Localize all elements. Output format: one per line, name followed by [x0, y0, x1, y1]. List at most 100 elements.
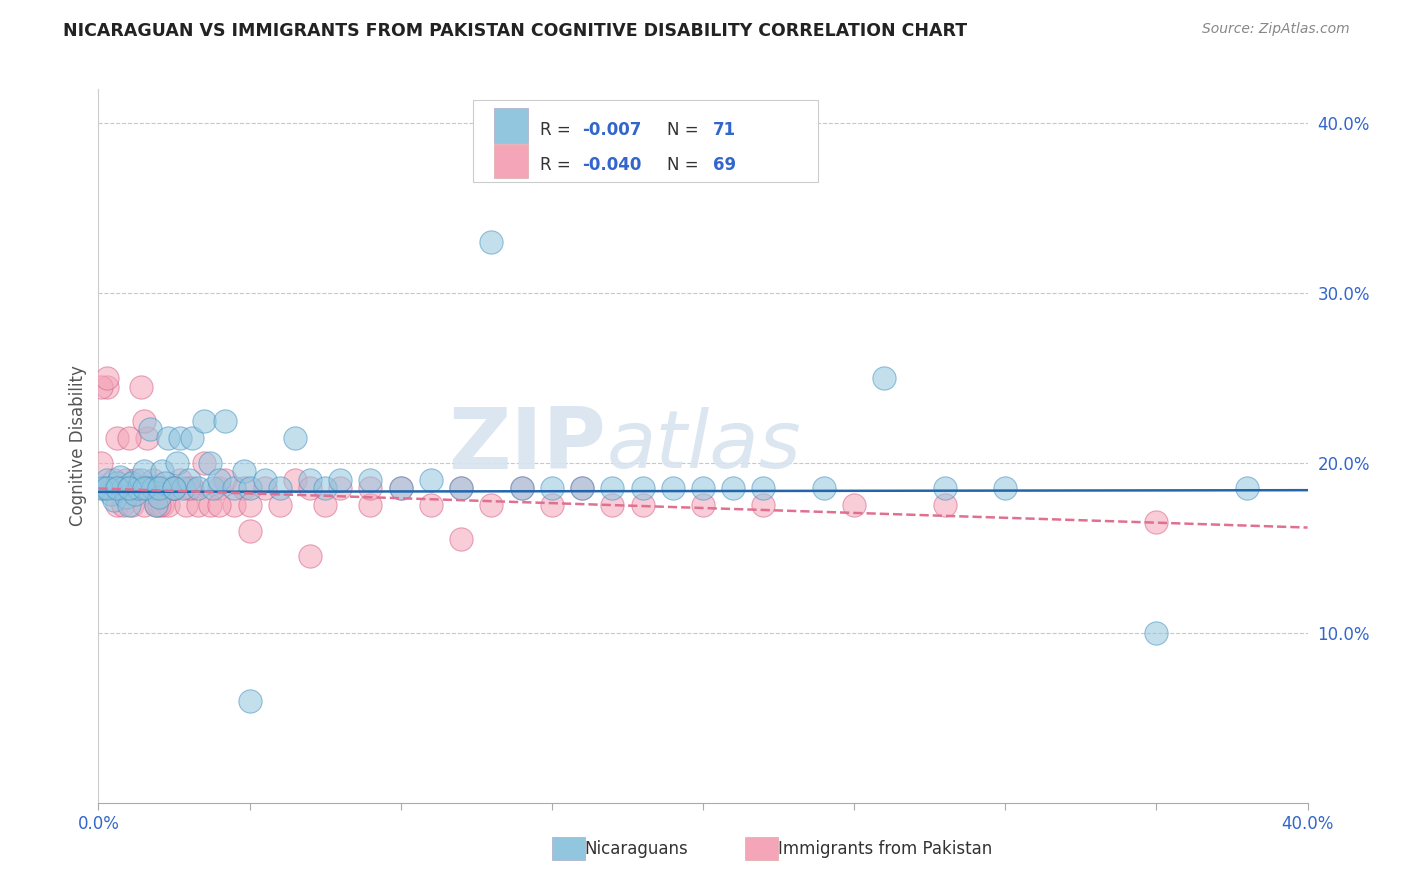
Point [108, 482, 131, 496]
Point [96, 473, 118, 487]
Point [723, 482, 745, 496]
Point [214, 473, 236, 487]
Point [163, 482, 186, 496]
Point [145, 499, 167, 513]
Point [100, 486, 122, 500]
Point [602, 482, 624, 496]
Point [389, 482, 412, 496]
Point [135, 430, 157, 444]
Point [96, 482, 118, 496]
Point [139, 482, 162, 496]
Point [994, 482, 1017, 496]
Point [100, 482, 122, 496]
Point [239, 482, 262, 496]
FancyBboxPatch shape [494, 144, 527, 178]
Point [360, 473, 382, 487]
Point [132, 413, 155, 427]
Point [1144, 626, 1167, 640]
Point [299, 482, 322, 496]
Point [299, 549, 322, 564]
Text: N =: N = [666, 120, 703, 138]
Point [169, 430, 191, 444]
Point [314, 482, 336, 496]
Point [510, 482, 533, 496]
Point [153, 476, 176, 491]
Y-axis label: Cognitive Disability: Cognitive Disability [69, 366, 87, 526]
Point [1144, 516, 1167, 530]
Point [111, 482, 134, 496]
Point [105, 476, 128, 491]
Text: 71: 71 [713, 120, 735, 138]
Point [148, 499, 170, 513]
Point [145, 499, 167, 513]
Point [208, 499, 231, 513]
Point [873, 371, 896, 385]
Point [156, 499, 179, 513]
Point [631, 499, 654, 513]
FancyBboxPatch shape [474, 100, 818, 182]
FancyBboxPatch shape [494, 108, 527, 143]
Point [169, 473, 191, 487]
Point [214, 413, 236, 427]
Point [200, 456, 222, 470]
Point [934, 482, 956, 496]
Point [105, 430, 128, 444]
Point [239, 694, 262, 708]
Point [540, 482, 562, 496]
Point [450, 482, 472, 496]
Point [571, 482, 593, 496]
Point [105, 499, 128, 513]
Point [253, 473, 276, 487]
Point [450, 533, 472, 547]
Point [631, 482, 654, 496]
Point [481, 235, 503, 249]
Point [127, 482, 149, 496]
Point [121, 476, 143, 491]
Point [602, 499, 624, 513]
Point [269, 482, 291, 496]
Point [692, 499, 714, 513]
Point [132, 482, 155, 496]
Point [103, 493, 125, 508]
Point [208, 473, 231, 487]
Point [224, 482, 246, 496]
Point [174, 499, 197, 513]
Point [179, 482, 201, 496]
Text: Nicaraguans: Nicaraguans [585, 840, 689, 858]
Point [172, 482, 194, 496]
Text: -0.040: -0.040 [582, 156, 641, 174]
Point [150, 499, 173, 513]
Point [179, 473, 201, 487]
Point [329, 482, 352, 496]
Point [142, 473, 165, 487]
Point [118, 430, 141, 444]
Point [121, 499, 143, 513]
Point [90, 482, 112, 496]
Point [420, 499, 443, 513]
Point [90, 379, 112, 393]
Point [299, 473, 322, 487]
Point [284, 473, 307, 487]
Point [232, 482, 254, 496]
Point [124, 473, 146, 487]
Point [187, 499, 209, 513]
Text: ZIP: ZIP [449, 404, 606, 488]
Point [139, 422, 162, 436]
Point [752, 499, 775, 513]
Point [132, 465, 155, 479]
Point [232, 465, 254, 479]
Point [118, 482, 141, 496]
Text: Immigrants from Pakistan: Immigrants from Pakistan [778, 840, 993, 858]
Point [108, 469, 131, 483]
Point [163, 482, 186, 496]
Point [193, 413, 215, 427]
Point [1236, 482, 1258, 496]
Point [661, 482, 683, 496]
Point [132, 499, 155, 513]
Point [135, 482, 157, 496]
Point [360, 482, 382, 496]
Point [540, 499, 562, 513]
Point [163, 482, 186, 496]
Point [93, 482, 115, 496]
Point [103, 473, 125, 487]
